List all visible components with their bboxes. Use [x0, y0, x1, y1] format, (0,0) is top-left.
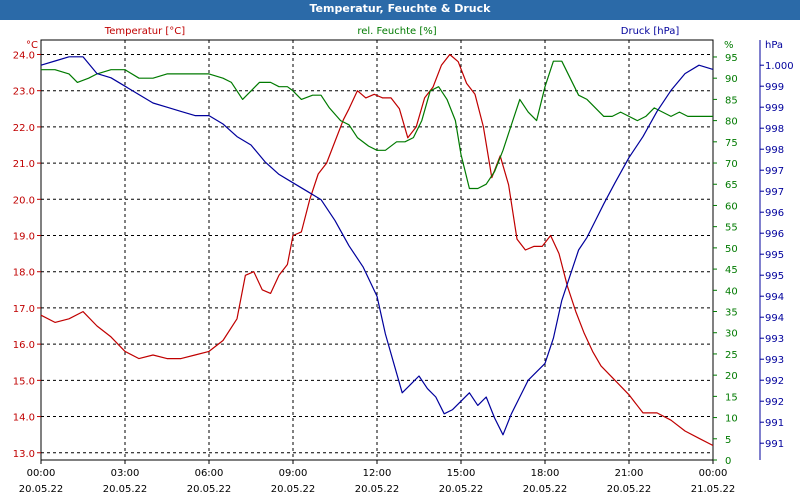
time-tick-label: 09:00: [279, 468, 308, 479]
date-tick-label: 20.05.22: [19, 484, 64, 495]
temperature-axis: 13.0 14.0 15.0 16.0 17.0 18.0 19.0 20.0 21.0 22.0…: [13, 50, 41, 460]
temperature-tick-label: 21.0: [13, 159, 35, 170]
pressure-axis: 991 991 992 992 993 993 994 994 995 995 996 996 997 9…: [759, 40, 794, 460]
temperature-tick-label: 19.0: [13, 232, 35, 243]
pressure-axis-title: Druck [hPa]: [621, 26, 680, 37]
pressure-tick-label: 999: [765, 82, 784, 93]
series-lines: [40, 53, 714, 447]
temperature-tick-label: 24.0: [13, 50, 35, 61]
humidity-tick-label: 50: [725, 244, 738, 255]
date-tick-label: 20.05.22: [607, 484, 652, 495]
time-tick-label: 15:00: [447, 468, 476, 479]
humidity-tick-label: 90: [725, 74, 738, 85]
temperature-tick-label: 13.0: [13, 449, 35, 460]
pressure-tick-label: 998: [765, 124, 784, 135]
pressure-tick-label: 993: [765, 334, 784, 345]
temperature-unit-label: °C: [26, 40, 38, 51]
chart-title: Temperatur, Feuchte & Druck: [0, 0, 800, 20]
pressure-tick-label: 991: [765, 439, 784, 450]
temperature-tick-label: 23.0: [13, 87, 35, 98]
grid-lines: [40, 40, 714, 460]
humidity-tick-label: 95: [725, 53, 738, 64]
pressure-tick-label: 994: [765, 313, 784, 324]
pressure-tick-label: 992: [765, 376, 784, 387]
temperature-axis-title: Temperatur [°C]: [104, 26, 185, 37]
temperature-tick-label: 14.0: [13, 413, 35, 424]
temperature-tick-label: 22.0: [13, 123, 35, 134]
humidity-tick-label: 5: [725, 435, 731, 446]
humidity-line: [41, 60, 713, 190]
humidity-axis-title: rel. Feuchte [%]: [357, 26, 436, 37]
pressure-tick-label: 999: [765, 103, 784, 114]
time-tick-label: 03:00: [111, 468, 140, 479]
pressure-tick-label: 995: [765, 250, 784, 261]
humidity-tick-label: 70: [725, 159, 738, 170]
chart-area: 13.0 14.0 15.0 16.0 17.0 18.0 19.0 20.0 21.0 22.0…: [13, 26, 794, 495]
pressure-tick-label: 997: [765, 187, 784, 198]
time-axis: 00:00 20.05.22 03:00 20.05.22 06:00 20.05.22 0…: [19, 460, 736, 495]
pressure-tick-label: 991: [765, 418, 784, 429]
humidity-tick-label: 20: [725, 371, 738, 382]
temperature-line: [40, 53, 714, 447]
humidity-tick-label: 40: [725, 286, 738, 297]
date-tick-label: 20.05.22: [439, 484, 484, 495]
time-tick-label: 21:00: [615, 468, 644, 479]
date-tick-label: 20.05.22: [187, 484, 232, 495]
temperature-tick-label: 18.0: [13, 268, 35, 279]
pressure-tick-label: 996: [765, 229, 784, 240]
pressure-unit-label: hPa: [765, 40, 783, 51]
time-tick-label: 18:00: [531, 468, 560, 479]
temperature-tick-label: 15.0: [13, 376, 35, 387]
humidity-tick-label: 75: [725, 138, 738, 149]
humidity-tick-label: 10: [725, 414, 738, 425]
date-tick-label: 20.05.22: [355, 484, 400, 495]
humidity-unit-label: %: [724, 40, 734, 51]
pressure-tick-label: 995: [765, 271, 784, 282]
time-tick-label: 00:00: [699, 468, 728, 479]
humidity-tick-label: 30: [725, 329, 738, 340]
pressure-tick-label: 997: [765, 166, 784, 177]
humidity-tick-label: 85: [725, 95, 738, 106]
pressure-line: [40, 56, 714, 436]
humidity-tick-label: 60: [725, 201, 738, 212]
pressure-tick-label: 993: [765, 355, 784, 366]
pressure-tick-label: 1.000: [765, 61, 794, 72]
time-tick-label: 06:00: [195, 468, 224, 479]
pressure-tick-label: 996: [765, 208, 784, 219]
humidity-tick-label: 80: [725, 117, 738, 128]
date-tick-label: 20.05.22: [271, 484, 316, 495]
pressure-tick-label: 992: [765, 397, 784, 408]
pressure-tick-label: 998: [765, 145, 784, 156]
temperature-tick-label: 16.0: [13, 340, 35, 351]
humidity-tick-label: 15: [725, 392, 738, 403]
date-tick-label: 21.05.22: [691, 484, 736, 495]
time-tick-label: 00:00: [27, 468, 56, 479]
humidity-tick-label: 35: [725, 308, 738, 319]
time-tick-label: 12:00: [363, 468, 392, 479]
pressure-tick-label: 994: [765, 292, 784, 303]
date-tick-label: 20.05.22: [523, 484, 568, 495]
humidity-tick-label: 45: [725, 265, 738, 276]
temperature-tick-label: 20.0: [13, 195, 35, 206]
date-tick-label: 20.05.22: [103, 484, 148, 495]
temperature-tick-label: 17.0: [13, 304, 35, 315]
humidity-tick-label: 65: [725, 180, 738, 191]
humidity-axis: 0 5 10 15 20 25 30 35 40 45 50 55 60 65 70 75 80 85 90 95: [713, 53, 738, 467]
humidity-tick-label: 0: [725, 456, 731, 467]
humidity-tick-label: 55: [725, 223, 738, 234]
humidity-tick-label: 25: [725, 350, 738, 361]
